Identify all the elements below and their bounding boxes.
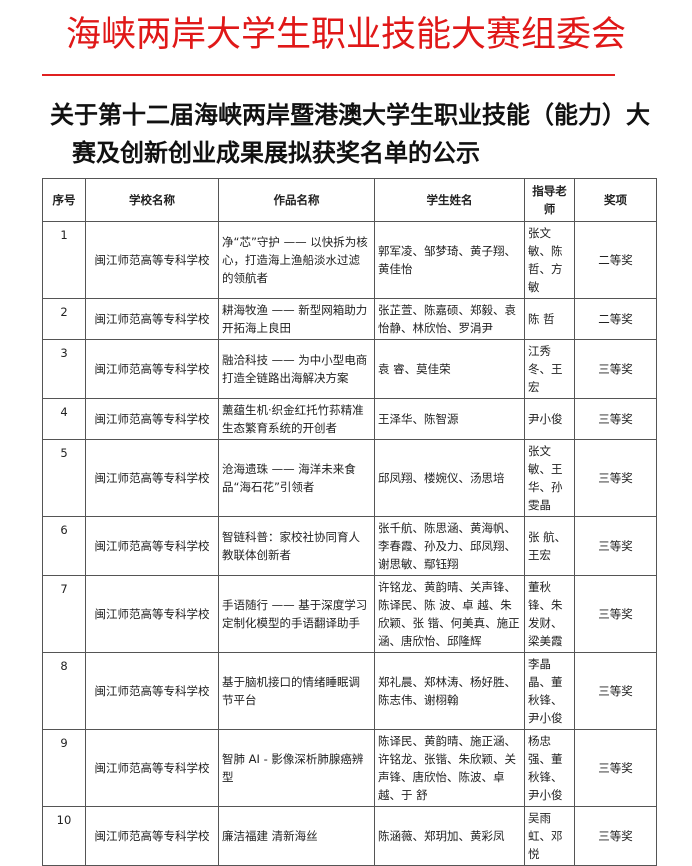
cell-award: 二等奖 [574,298,657,340]
cell-award: 三等奖 [574,652,657,730]
cell-school: 闽江师范高等专科学校 [85,298,219,340]
cell-advisors: 尹小俊 [524,398,575,440]
red-divider [42,74,615,76]
cell-school: 闽江师范高等专科学校 [85,652,219,730]
header-advisors: 指导老师 [524,178,575,222]
cell-school: 闽江师范高等专科学校 [85,516,219,576]
table-row: 1 闽江师范高等专科学校 净“芯”守护 —— 以快拆为核心，打造海上渔船淡水过滤的领… [42,221,657,299]
cell-advisors: 吴雨虹、邓 悦 [524,806,575,866]
headline-line-2: 赛及创新创业成果展拟获奖名单的公示 [72,138,480,167]
cell-index: 6 [42,516,86,576]
cell-advisors: 张文敏、陈哲、方敏 [524,221,575,299]
cell-advisors: 张文敏、王 华、孙雯晶 [524,439,575,517]
cell-work: 手语随行 —— 基于深度学习定制化模型的手语翻译助手 [218,575,375,653]
cell-school: 闽江师范高等专科学校 [85,339,219,399]
cell-index: 3 [42,339,86,399]
cell-school: 闽江师范高等专科学校 [85,398,219,440]
cell-award: 二等奖 [574,221,657,299]
cell-award: 三等奖 [574,339,657,399]
cell-index: 8 [42,652,86,730]
cell-award: 三等奖 [574,575,657,653]
cell-students: 郭军凌、邹梦琦、黄子翔、黄佳怡 [374,221,525,299]
table-row: 7 闽江师范高等专科学校 手语随行 —— 基于深度学习定制化模型的手语翻译助手 许铭龙… [42,575,657,653]
table-row: 2 闽江师范高等专科学校 耕海牧渔 —— 新型网箱助力开拓海上良田 张芷萱、陈嘉硕、郑… [42,298,657,340]
cell-work: 基于脑机接口的情绪睡眠调节平台 [218,652,375,730]
cell-students: 邱凤翔、楼婉仪、汤思培 [374,439,525,517]
cell-index: 2 [42,298,86,340]
cell-work: 耕海牧渔 —— 新型网箱助力开拓海上良田 [218,298,375,340]
header-school: 学校名称 [85,178,219,222]
table-row: 4 闽江师范高等专科学校 薰蕴生机·织金红托竹荪精准生态繁育系统的开创者 王泽华、陈智… [42,398,657,440]
cell-students: 陈涵薇、郑玥加、黄彩凤 [374,806,525,866]
cell-work: 融洽科技 —— 为中小型电商打造全链路出海解决方案 [218,339,375,399]
header-students: 学生姓名 [374,178,525,222]
cell-students: 张千航、陈思涵、黄海帆、李春霞、孙及力、邱凤翔、谢思敏、鄢钰翔 [374,516,525,576]
cell-index: 4 [42,398,86,440]
cell-school: 闽江师范高等专科学校 [85,221,219,299]
table-row: 5 闽江师范高等专科学校 沧海遗珠 —— 海洋未来食品“海石花”引领者 邱凤翔、楼婉仪… [42,439,657,517]
cell-advisors: 张 航、王宏 [524,516,575,576]
cell-school: 闽江师范高等专科学校 [85,439,219,517]
organizer-title: 海峡两岸大学生职业技能大赛组委会 [65,15,626,55]
cell-students: 郑礼晨、郑林涛、杨好胜、陈志伟、谢栩翰 [374,652,525,730]
header-award: 奖项 [574,178,657,222]
header-work: 作品名称 [218,178,375,222]
cell-students: 袁 睿、莫佳荣 [374,339,525,399]
cell-index: 1 [42,221,86,299]
cell-work: 智链科普：家校社协同育人教联体创新者 [218,516,375,576]
cell-work: 净“芯”守护 —— 以快拆为核心，打造海上渔船淡水过滤的领航者 [218,221,375,299]
cell-award: 三等奖 [574,729,657,807]
award-table: 序号 学校名称 作品名称 学生姓名 指导老师 奖项 1 闽江师范高等专科学校 净“芯… [42,178,657,866]
cell-award: 三等奖 [574,806,657,866]
cell-index: 7 [42,575,86,653]
cell-work: 智肺 AI - 影像深析肺腺癌辨型 [218,729,375,807]
cell-work: 廉洁福建 清新海丝 [218,806,375,866]
table-row: 6 闽江师范高等专科学校 智链科普：家校社协同育人教联体创新者 张千航、陈思涵、黄海帆… [42,516,657,576]
document-headline: 关于第十二届海峡两岸暨港澳大学生职业技能（能力）大 赛及创新创业成果展拟获奖名单… [50,96,660,172]
cell-award: 三等奖 [574,439,657,517]
cell-advisors: 杨忠强、董秋锋、尹小俊 [524,729,575,807]
cell-advisors: 董秋锋、朱发财、梁美霞 [524,575,575,653]
cell-work: 薰蕴生机·织金红托竹荪精准生态繁育系统的开创者 [218,398,375,440]
table-header-row: 序号 学校名称 作品名称 学生姓名 指导老师 奖项 [42,178,657,222]
cell-award: 三等奖 [574,516,657,576]
table-row: 9 闽江师范高等专科学校 智肺 AI - 影像深析肺腺癌辨型 陈译民、黄韵晴、施正涵、… [42,729,657,807]
cell-advisors: 江秀冬、王 宏 [524,339,575,399]
cell-index: 9 [42,729,86,807]
cell-advisors: 陈 哲 [524,298,575,340]
table-row: 3 闽江师范高等专科学校 融洽科技 —— 为中小型电商打造全链路出海解决方案袁 睿、… [42,339,657,399]
table-row: 8 闽江师范高等专科学校 基于脑机接口的情绪睡眠调节平台 郑礼晨、郑林涛、杨好胜、陈志… [42,652,657,730]
headline-line-1: 关于第十二届海峡两岸暨港澳大学生职业技能（能力）大 [50,100,650,129]
cell-students: 张芷萱、陈嘉硕、郑毅、袁怡静、林欣怡、罗涓尹 [374,298,525,340]
cell-school: 闽江师范高等专科学校 [85,729,219,807]
cell-index: 5 [42,439,86,517]
cell-index: 10 [42,806,86,866]
cell-students: 王泽华、陈智源 [374,398,525,440]
header-index: 序号 [42,178,86,222]
cell-students: 陈译民、黄韵晴、施正涵、许铭龙、张锴、朱欣颖、关声锋、唐欣怡、陈波、卓 越、于 … [374,729,525,807]
cell-work: 沧海遗珠 —— 海洋未来食品“海石花”引领者 [218,439,375,517]
cell-advisors: 李晶晶、董秋锋、尹小俊 [524,652,575,730]
cell-award: 三等奖 [574,398,657,440]
table-row: 10 闽江师范高等专科学校 廉洁福建 清新海丝 陈涵薇、郑玥加、黄彩凤 吴雨虹、邓 悦三… [42,806,657,866]
cell-students: 许铭龙、黄韵晴、关声锋、陈译民、陈 波、卓 越、朱欣颖、张 锴、何美真、施正涵、… [374,575,525,653]
cell-school: 闽江师范高等专科学校 [85,806,219,866]
cell-school: 闽江师范高等专科学校 [85,575,219,653]
